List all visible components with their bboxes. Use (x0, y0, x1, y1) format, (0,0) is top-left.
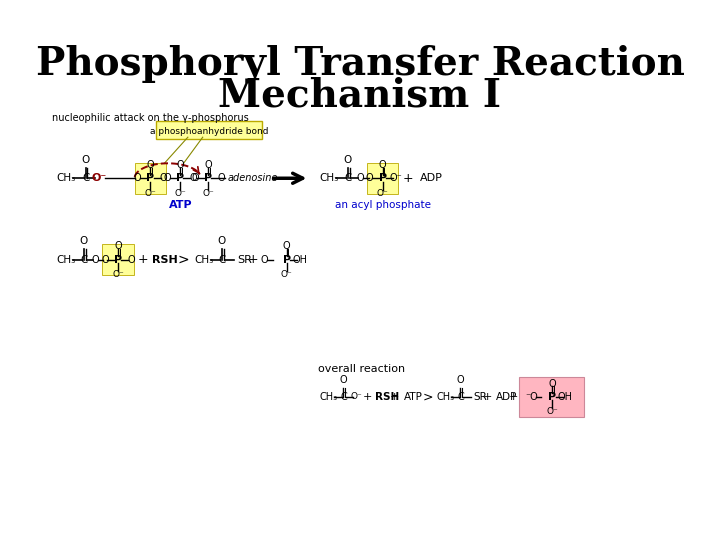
Text: Mechanism I: Mechanism I (218, 76, 502, 114)
FancyBboxPatch shape (367, 163, 398, 194)
Text: O: O (343, 155, 352, 165)
Text: RSH: RSH (152, 254, 178, 265)
FancyBboxPatch shape (135, 163, 166, 194)
Text: O: O (160, 173, 167, 183)
Text: P: P (379, 173, 387, 183)
Text: P: P (176, 173, 184, 183)
Text: +: + (248, 253, 258, 266)
Text: CH₃: CH₃ (320, 392, 338, 402)
Text: +: + (509, 392, 518, 402)
FancyBboxPatch shape (156, 122, 262, 139)
Text: O: O (176, 160, 184, 170)
Text: RSH: RSH (375, 392, 399, 402)
Text: P: P (114, 254, 122, 265)
Text: O⁻: O⁻ (174, 188, 186, 198)
Text: OH: OH (292, 254, 307, 265)
FancyBboxPatch shape (519, 376, 584, 417)
Text: a phosphoanhydride bond: a phosphoanhydride bond (150, 127, 269, 136)
Text: ATP: ATP (169, 200, 193, 210)
Text: O: O (456, 375, 464, 386)
Text: P: P (282, 254, 291, 265)
Text: Phosphoryl Transfer Reaction: Phosphoryl Transfer Reaction (35, 45, 685, 83)
Text: C: C (218, 254, 225, 265)
Text: C: C (80, 254, 88, 265)
Text: P: P (146, 173, 154, 183)
Text: C: C (82, 173, 89, 183)
Text: SR: SR (237, 254, 252, 265)
Text: ADP: ADP (420, 173, 442, 183)
Text: O⁻: O⁻ (112, 270, 124, 279)
Text: +: + (390, 392, 400, 402)
Text: O: O (189, 173, 197, 183)
Text: O: O (283, 241, 290, 252)
Text: CH₃: CH₃ (320, 173, 339, 183)
Text: O⁻: O⁻ (390, 173, 402, 183)
Text: adenosine: adenosine (228, 173, 277, 183)
Text: O: O (114, 241, 122, 252)
Text: +: + (138, 253, 148, 266)
Text: an acyl phosphate: an acyl phosphate (335, 200, 431, 210)
Text: –: – (112, 172, 119, 185)
Text: ⁻O: ⁻O (525, 392, 538, 402)
Text: O: O (217, 173, 225, 183)
Text: P: P (548, 392, 557, 402)
Text: overall reaction: overall reaction (318, 364, 405, 374)
Text: +: + (402, 172, 413, 185)
Text: O: O (204, 160, 212, 170)
Text: O⁻: O⁻ (92, 173, 107, 183)
Text: C: C (344, 173, 351, 183)
Text: nucleophilic attack on the γ-phosphorus: nucleophilic attack on the γ-phosphorus (53, 113, 249, 123)
Text: O: O (133, 173, 141, 183)
Text: CH₃: CH₃ (437, 392, 455, 402)
Text: O: O (146, 160, 154, 170)
Text: CH₃: CH₃ (56, 173, 75, 183)
Text: O⁻: O⁻ (202, 188, 214, 198)
Text: +: + (362, 392, 372, 402)
Text: >: > (178, 253, 189, 267)
Text: ATP: ATP (404, 392, 423, 402)
Text: O: O (379, 160, 387, 170)
Text: O⁻: O⁻ (377, 188, 389, 198)
Text: C: C (340, 392, 347, 402)
Text: O: O (260, 254, 268, 265)
FancyBboxPatch shape (102, 244, 134, 275)
Text: O: O (80, 237, 88, 246)
Text: O: O (191, 173, 199, 183)
Text: P: P (204, 173, 212, 183)
Text: O: O (81, 155, 90, 165)
Text: O: O (356, 173, 364, 183)
Text: CH₃: CH₃ (56, 254, 75, 265)
Text: O: O (218, 237, 226, 246)
Text: O⁻: O⁻ (351, 392, 362, 401)
Text: OH: OH (558, 392, 573, 402)
Text: C: C (457, 392, 464, 402)
Text: O: O (366, 173, 374, 183)
Text: O: O (163, 173, 171, 183)
Text: O⁻: O⁻ (145, 188, 156, 198)
Text: O⁻: O⁻ (546, 407, 558, 416)
Text: CH₃: CH₃ (194, 254, 213, 265)
Text: +: + (483, 392, 492, 402)
Text: >: > (423, 390, 433, 403)
Text: O: O (127, 254, 135, 265)
Text: ADP: ADP (495, 392, 517, 402)
Text: O: O (340, 375, 347, 386)
Text: O: O (91, 254, 99, 265)
Text: SR: SR (474, 392, 487, 402)
Text: O: O (101, 254, 109, 265)
Text: O⁻: O⁻ (281, 270, 292, 279)
Text: O: O (549, 379, 556, 389)
